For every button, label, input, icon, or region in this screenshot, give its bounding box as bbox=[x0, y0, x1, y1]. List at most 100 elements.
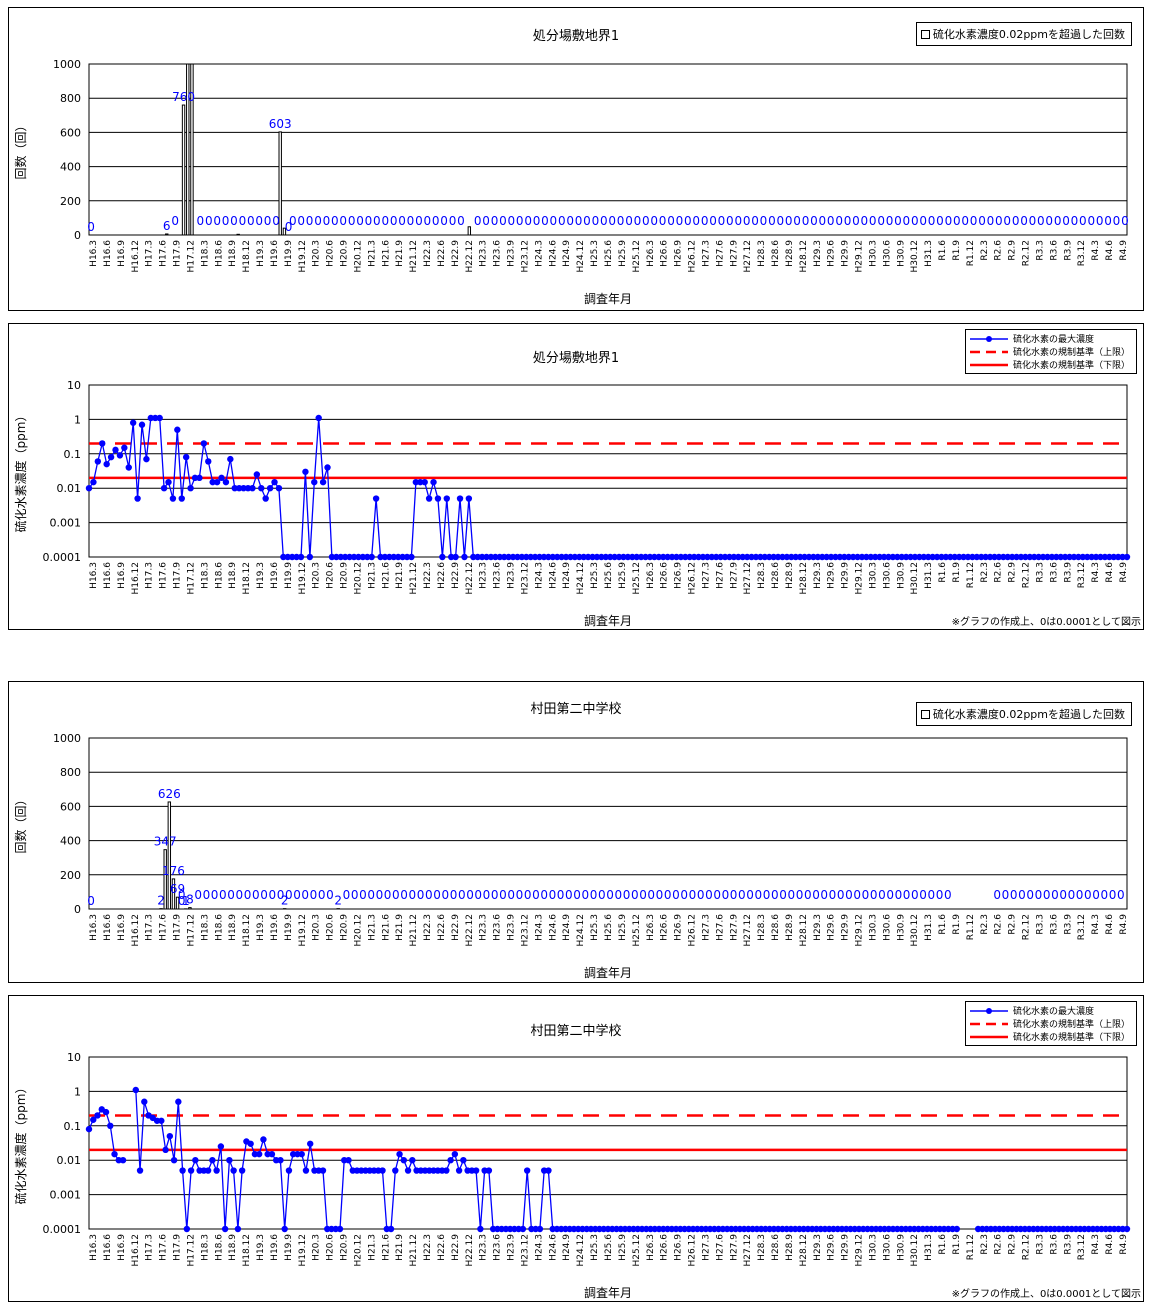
data-label-zero: 0 bbox=[592, 214, 600, 228]
x-tick-label: R4.6 bbox=[1105, 1234, 1115, 1255]
x-tick-label: H28.6 bbox=[771, 562, 781, 589]
data-label-zero: 0 bbox=[617, 214, 625, 228]
x-tick-label: H26.3 bbox=[646, 1234, 656, 1261]
data-label-zero: 0 bbox=[978, 214, 986, 228]
data-label-zero: 0 bbox=[820, 888, 828, 902]
data-point bbox=[430, 478, 437, 486]
data-point bbox=[129, 419, 137, 426]
data-label-zero: 0 bbox=[802, 214, 810, 228]
data-label-zero: 0 bbox=[598, 888, 606, 902]
x-tick-label: H19.9 bbox=[284, 240, 294, 267]
chart-line-2: 0.0001 0.001 0.01 0.1 1 10 H16.3 H16.6 H16.9 H16.… bbox=[13, 1051, 1131, 1300]
x-tick-label: H26.6 bbox=[660, 562, 670, 589]
x-tick-label: H30.9 bbox=[896, 914, 906, 941]
data-point bbox=[485, 1167, 493, 1174]
data-label-zero: 0 bbox=[236, 888, 244, 902]
x-tick-label: H31.3 bbox=[924, 914, 934, 941]
bar bbox=[188, 907, 192, 910]
data-label-zero: 0 bbox=[1121, 214, 1129, 228]
x-tick-label: H22.12 bbox=[465, 562, 475, 595]
x-tick-label: R1.9 bbox=[952, 1234, 962, 1255]
data-point bbox=[704, 553, 711, 561]
data-label-zero: 0 bbox=[785, 214, 793, 228]
chart-panel-1: 処分場敷地界1 硫化水素濃度0.02ppmを超過した回数 0 200 400 600 8… bbox=[8, 7, 1144, 311]
data-label-zero: 0 bbox=[919, 888, 927, 902]
data-point bbox=[346, 553, 353, 561]
data-point bbox=[187, 485, 194, 492]
data-point bbox=[90, 478, 97, 486]
data-label-zero: 0 bbox=[575, 214, 583, 228]
data-point bbox=[514, 553, 521, 561]
x-tick-label: H22.9 bbox=[451, 1234, 461, 1261]
data-label-zero: 0 bbox=[343, 888, 351, 902]
data-label: 0 bbox=[178, 894, 186, 908]
x-tick-label: H30.12 bbox=[910, 240, 920, 273]
data-point bbox=[505, 553, 512, 561]
data-point bbox=[536, 1225, 544, 1233]
x-tick-label: H16.6 bbox=[103, 914, 113, 941]
data-point bbox=[341, 553, 349, 561]
x-tick-label: H30.6 bbox=[882, 240, 892, 267]
data-label-zero: 0 bbox=[1045, 214, 1053, 228]
bar bbox=[175, 896, 180, 910]
x-tick-label: H27.9 bbox=[729, 1234, 739, 1261]
data-point bbox=[379, 1167, 386, 1174]
data-point bbox=[827, 553, 835, 561]
data-label-zero: 0 bbox=[751, 214, 759, 228]
data-point bbox=[103, 460, 110, 468]
data-label-zero: 0 bbox=[211, 888, 219, 902]
data-point bbox=[400, 1157, 408, 1164]
x-tick-label: H18.9 bbox=[228, 1234, 238, 1261]
data-point bbox=[593, 553, 601, 561]
data-point bbox=[238, 1167, 246, 1174]
data-point bbox=[682, 553, 689, 561]
data-label-zero: 0 bbox=[1062, 214, 1070, 228]
data-label-zero: 0 bbox=[1096, 214, 1104, 228]
data-point bbox=[372, 495, 380, 502]
data-point bbox=[213, 478, 221, 486]
x-tick-label: H23.3 bbox=[479, 240, 489, 267]
data-point bbox=[336, 1225, 344, 1233]
data-point bbox=[85, 485, 93, 492]
x-tick-label: H24.9 bbox=[562, 562, 572, 589]
data-point bbox=[285, 1167, 293, 1174]
x-tick-label: H20.3 bbox=[312, 1234, 322, 1261]
x-tick-label: H24.3 bbox=[534, 1234, 544, 1261]
data-point bbox=[191, 474, 199, 482]
x-tick-label: H28.3 bbox=[757, 240, 767, 267]
chart-note: ※グラフの作成上、0は0.0001として図示 bbox=[951, 617, 1141, 628]
data-label-zero: 0 bbox=[845, 888, 853, 902]
x-tick-label: H28.6 bbox=[771, 914, 781, 941]
y-tick-label: 1000 bbox=[53, 58, 81, 71]
y-tick-label: 0.01 bbox=[57, 482, 82, 495]
x-tick-label: H22.12 bbox=[465, 240, 475, 273]
data-point bbox=[783, 553, 791, 561]
data-label-zero: 0 bbox=[659, 214, 667, 228]
x-axis-title: 調査年月 bbox=[584, 292, 632, 306]
x-tick-label: R2.12 bbox=[1022, 562, 1032, 588]
data-label-zero: 0 bbox=[540, 888, 548, 902]
data-point bbox=[217, 1143, 225, 1150]
data-label-zero: 0 bbox=[734, 214, 742, 228]
x-tick-label: H24.12 bbox=[576, 240, 586, 273]
x-tick-label: H26.12 bbox=[688, 914, 698, 947]
x-tick-label: H19.12 bbox=[298, 914, 308, 947]
data-point bbox=[947, 553, 954, 561]
x-tick-label: H29.9 bbox=[841, 240, 851, 267]
data-label-zero: 0 bbox=[491, 888, 499, 902]
plot-area bbox=[88, 63, 1128, 236]
x-tick-label: H18.3 bbox=[200, 240, 210, 267]
data-point bbox=[757, 553, 764, 561]
chart-line-1: 0.0001 0.001 0.01 0.1 1 10 H16.3 H16.6 H16.9 H16.… bbox=[13, 379, 1131, 628]
data-point bbox=[814, 553, 822, 561]
data-point bbox=[461, 553, 468, 561]
plot-area bbox=[88, 384, 1128, 558]
data-label-zero: 0 bbox=[483, 888, 491, 902]
bar bbox=[181, 104, 186, 236]
x-tick-label: H17.12 bbox=[186, 914, 196, 947]
data-point bbox=[213, 1167, 220, 1174]
x-tick-label: H18.9 bbox=[228, 240, 238, 267]
data-point bbox=[258, 485, 265, 492]
x-tick-label: H23.6 bbox=[493, 914, 503, 941]
y-tick-label: 400 bbox=[60, 835, 81, 848]
